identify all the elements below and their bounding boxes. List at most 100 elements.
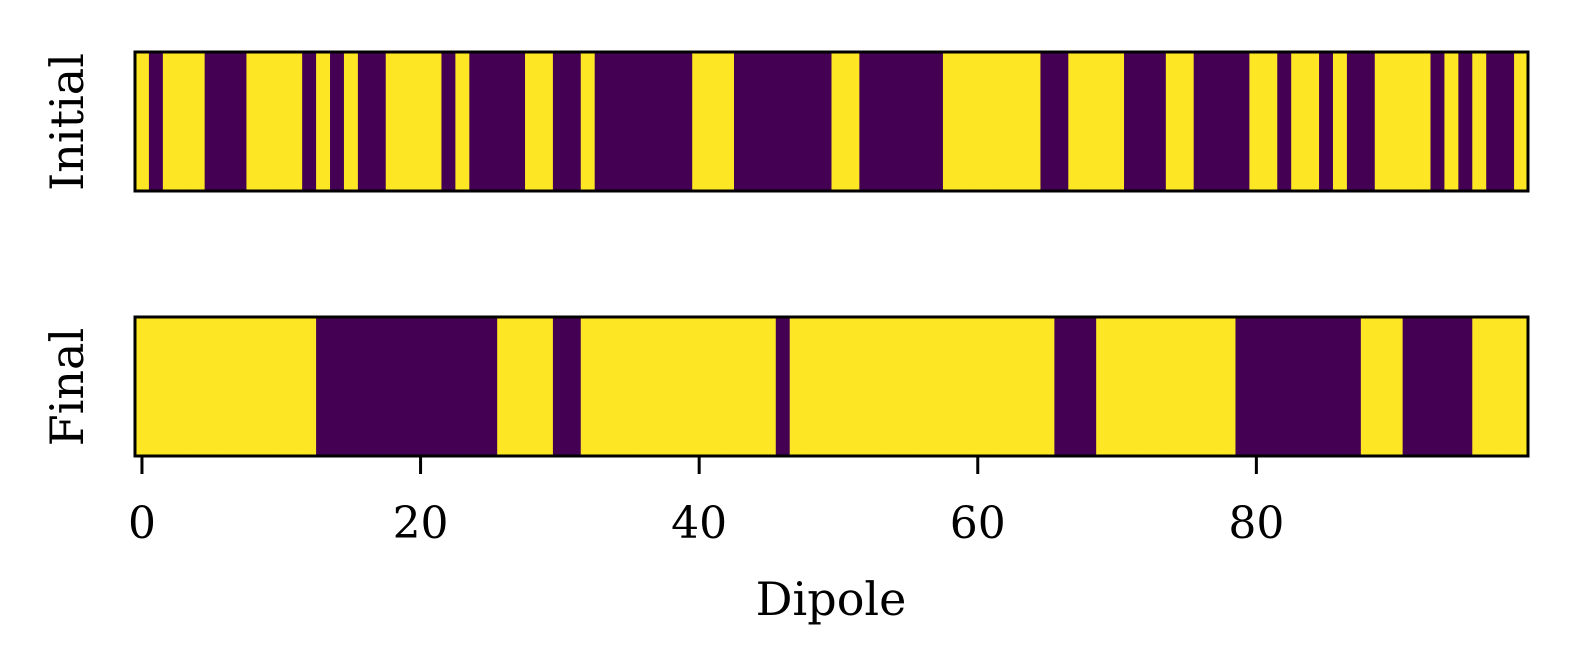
final-cell-8: [246, 317, 261, 456]
initial-cell-34: [608, 52, 624, 191]
final-cell-45: [761, 317, 777, 456]
initial-cell-18: [385, 52, 401, 191]
final-cell-76: [1193, 317, 1209, 456]
initial-cell-44: [747, 52, 763, 191]
initial-cell-45: [761, 52, 777, 191]
initial-cells: [135, 52, 1529, 191]
final-cell-30: [552, 317, 568, 456]
final-cell-62: [998, 317, 1014, 456]
initial-cell-68: [1082, 52, 1097, 191]
initial-cell-13: [316, 52, 331, 191]
initial-cell-67: [1068, 52, 1083, 191]
final-cell-0: [135, 317, 150, 456]
final-cell-59: [956, 317, 972, 456]
initial-cell-76: [1193, 52, 1209, 191]
initial-cell-27: [511, 52, 526, 191]
final-cell-43: [733, 317, 749, 456]
final-cell-15: [343, 317, 359, 456]
final-cell-67: [1068, 317, 1083, 456]
initial-cell-43: [733, 52, 749, 191]
final-row-frame: [133, 315, 1530, 458]
final-cell-40: [692, 317, 707, 456]
final-cell-32: [580, 317, 596, 456]
initial-cell-83: [1291, 52, 1306, 191]
initial-cell-87: [1346, 52, 1362, 191]
final-cell-28: [525, 317, 540, 456]
final-cell-52: [859, 317, 874, 456]
final-cell-63: [1012, 317, 1028, 456]
final-cell-50: [831, 317, 847, 456]
initial-cell-51: [845, 52, 860, 191]
final-cell-72: [1137, 317, 1153, 456]
final-cell-20: [413, 317, 429, 456]
initial-cell-95: [1458, 52, 1473, 191]
final-cell-55: [901, 317, 916, 456]
initial-cell-62: [998, 52, 1014, 191]
initial-cell-28: [525, 52, 540, 191]
final-cell-65: [1040, 317, 1055, 456]
final-cell-70: [1110, 317, 1125, 456]
initial-cell-94: [1444, 52, 1459, 191]
final-cell-46: [775, 317, 791, 456]
final-cell-80: [1249, 317, 1264, 456]
initial-cell-73: [1151, 52, 1167, 191]
initial-cell-59: [956, 52, 972, 191]
initial-cell-36: [636, 52, 652, 191]
initial-cell-50: [831, 52, 847, 191]
final-cell-81: [1263, 317, 1278, 456]
final-cell-99: [1514, 317, 1529, 456]
final-cell-22: [441, 317, 456, 456]
x-axis-label: Dipole: [756, 572, 907, 626]
final-cell-96: [1472, 317, 1487, 456]
initial-cell-81: [1263, 52, 1278, 191]
final-cell-35: [622, 317, 638, 456]
final-cell-73: [1151, 317, 1167, 456]
initial-cell-12: [302, 52, 317, 191]
initial-cell-75: [1179, 52, 1195, 191]
final-cell-6: [218, 317, 234, 456]
final-cell-21: [427, 317, 443, 456]
final-cell-87: [1346, 317, 1362, 456]
final-cell-33: [594, 317, 610, 456]
final-cell-74: [1165, 317, 1181, 456]
final-cell-19: [399, 317, 415, 456]
final-cell-53: [873, 317, 888, 456]
final-cell-71: [1124, 317, 1139, 456]
final-cell-89: [1374, 317, 1390, 456]
initial-cell-70: [1110, 52, 1125, 191]
final-cell-29: [538, 317, 554, 456]
initial-cell-32: [580, 52, 596, 191]
initial-row-frame: [133, 50, 1530, 193]
x-tick-label-20: 20: [393, 498, 449, 549]
final-cell-75: [1179, 317, 1195, 456]
initial-cell-96: [1472, 52, 1487, 191]
x-tick-label-40: 40: [671, 498, 727, 549]
initial-cell-25: [483, 52, 498, 191]
final-cell-95: [1458, 317, 1473, 456]
initial-cell-46: [775, 52, 791, 191]
initial-cell-86: [1332, 52, 1348, 191]
final-cell-1: [148, 317, 164, 456]
final-cell-66: [1054, 317, 1069, 456]
initial-cell-9: [260, 52, 275, 191]
initial-cell-98: [1500, 52, 1515, 191]
initial-cell-39: [678, 52, 693, 191]
final-cell-10: [274, 317, 289, 456]
initial-cell-23: [455, 52, 470, 191]
final-cell-5: [204, 317, 220, 456]
initial-cell-90: [1388, 52, 1404, 191]
initial-cell-38: [664, 52, 679, 191]
final-cell-49: [817, 317, 833, 456]
initial-cell-5: [204, 52, 220, 191]
initial-cell-56: [915, 52, 930, 191]
initial-cell-22: [441, 52, 456, 191]
final-cell-25: [483, 317, 498, 456]
final-cell-83: [1291, 317, 1306, 456]
initial-cell-37: [650, 52, 665, 191]
initial-cell-7: [232, 52, 248, 191]
final-cell-48: [803, 317, 819, 456]
initial-cell-80: [1249, 52, 1264, 191]
final-cell-2: [162, 317, 178, 456]
initial-cell-63: [1012, 52, 1028, 191]
final-cell-51: [845, 317, 860, 456]
